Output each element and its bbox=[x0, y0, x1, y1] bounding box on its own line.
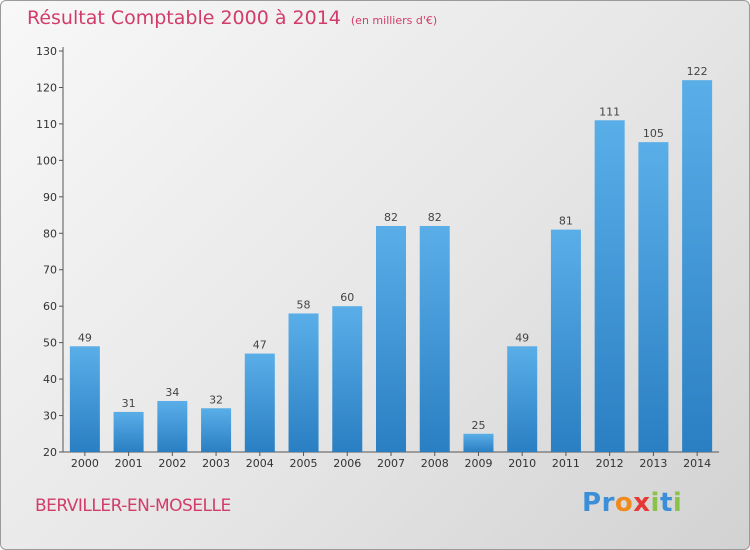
logo-letter: r bbox=[601, 488, 615, 518]
y-tick-label: 120 bbox=[36, 81, 57, 94]
x-tick-label: 2000 bbox=[71, 457, 99, 470]
logo-letter: o bbox=[614, 488, 634, 518]
data-label: 32 bbox=[209, 393, 223, 406]
x-tick-label: 2011 bbox=[552, 457, 580, 470]
y-tick-label: 70 bbox=[43, 264, 57, 277]
y-tick-label: 90 bbox=[43, 191, 57, 204]
bar bbox=[550, 229, 581, 452]
bar bbox=[507, 346, 538, 452]
y-tick-label: 20 bbox=[43, 446, 57, 459]
data-label: 81 bbox=[559, 215, 573, 228]
bar bbox=[682, 80, 713, 452]
bar bbox=[69, 346, 100, 452]
place-name: BERVILLER-EN-MOSELLE bbox=[35, 496, 231, 516]
logo-letter: i bbox=[672, 488, 683, 518]
x-tick-label: 2005 bbox=[290, 457, 318, 470]
bar bbox=[244, 353, 275, 452]
data-label: 47 bbox=[253, 339, 267, 352]
proxiti-logo: Proxiti bbox=[582, 488, 682, 518]
chart-subtitle: (en milliers d'€) bbox=[350, 14, 438, 27]
bar bbox=[157, 400, 188, 452]
data-label: 82 bbox=[384, 211, 398, 224]
bar bbox=[419, 225, 450, 452]
y-tick-label: 100 bbox=[36, 154, 57, 167]
logo-letter: t bbox=[659, 488, 673, 518]
bar bbox=[332, 306, 363, 452]
data-label: 25 bbox=[471, 419, 485, 432]
y-tick-label: 130 bbox=[36, 45, 57, 58]
y-tick-label: 50 bbox=[43, 337, 57, 350]
y-tick-label: 40 bbox=[43, 373, 57, 386]
data-label: 82 bbox=[428, 211, 442, 224]
x-tick-label: 2009 bbox=[464, 457, 492, 470]
logo-letter: i bbox=[650, 488, 660, 518]
bar bbox=[376, 225, 406, 452]
x-tick-label: 2012 bbox=[596, 457, 624, 470]
data-label: 58 bbox=[297, 298, 311, 311]
bar bbox=[288, 313, 319, 452]
x-tick-label: 2010 bbox=[508, 457, 536, 470]
bar bbox=[463, 433, 494, 452]
bar bbox=[594, 120, 625, 452]
chart-title: Résultat Comptable 2000 à 2014 (en millie… bbox=[27, 7, 437, 29]
x-tick-label: 2003 bbox=[202, 457, 230, 470]
data-label: 49 bbox=[515, 331, 529, 344]
bar bbox=[638, 142, 669, 453]
y-tick-label: 60 bbox=[43, 300, 57, 313]
y-tick-label: 110 bbox=[36, 118, 57, 131]
x-tick-label: 2001 bbox=[115, 457, 143, 470]
x-tick-label: 2004 bbox=[246, 457, 274, 470]
bar bbox=[201, 408, 232, 452]
x-tick-label: 2007 bbox=[377, 457, 405, 470]
data-label: 60 bbox=[340, 291, 354, 304]
x-tick-label: 2013 bbox=[639, 457, 667, 470]
data-label: 34 bbox=[165, 386, 179, 399]
data-label: 105 bbox=[643, 127, 664, 140]
y-tick-label: 80 bbox=[43, 227, 57, 240]
y-tick-label: 30 bbox=[43, 410, 57, 423]
data-label: 122 bbox=[687, 65, 708, 78]
data-label: 49 bbox=[78, 331, 92, 344]
logo-letter: P bbox=[582, 488, 602, 518]
x-tick-label: 2008 bbox=[421, 457, 449, 470]
x-tick-label: 2014 bbox=[683, 457, 711, 470]
chart-title-text: Résultat Comptable 2000 à 2014 bbox=[27, 7, 341, 29]
bar bbox=[113, 411, 144, 452]
logo-letter: x bbox=[633, 488, 651, 518]
x-tick-label: 2006 bbox=[333, 457, 361, 470]
data-label: 111 bbox=[599, 105, 620, 118]
x-tick-label: 2002 bbox=[158, 457, 186, 470]
data-label: 31 bbox=[122, 397, 136, 410]
